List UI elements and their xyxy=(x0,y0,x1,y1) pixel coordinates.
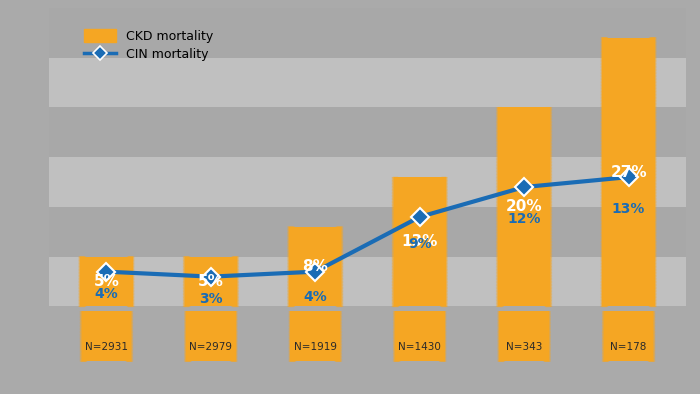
Text: 13%: 13% xyxy=(402,234,438,249)
FancyBboxPatch shape xyxy=(498,108,550,307)
Text: N=178: N=178 xyxy=(610,342,647,352)
FancyBboxPatch shape xyxy=(290,312,340,361)
Bar xyxy=(49,108,686,157)
Text: 4%: 4% xyxy=(303,290,327,303)
Text: N=1919: N=1919 xyxy=(294,342,337,352)
Bar xyxy=(49,257,686,307)
Text: N=2979: N=2979 xyxy=(190,342,232,352)
Text: N=1430: N=1430 xyxy=(398,342,441,352)
Bar xyxy=(49,207,686,257)
FancyBboxPatch shape xyxy=(603,38,655,307)
FancyBboxPatch shape xyxy=(82,312,131,361)
Text: 20%: 20% xyxy=(506,199,542,214)
Text: N=343: N=343 xyxy=(506,342,542,352)
Text: 27%: 27% xyxy=(610,165,647,180)
Text: 13%: 13% xyxy=(612,202,645,216)
FancyBboxPatch shape xyxy=(186,312,236,361)
Bar xyxy=(49,58,686,108)
Text: 5%: 5% xyxy=(198,274,224,289)
Text: 5%: 5% xyxy=(94,274,120,289)
FancyBboxPatch shape xyxy=(289,227,342,307)
Text: N=2931: N=2931 xyxy=(85,342,128,352)
Text: 8%: 8% xyxy=(302,259,328,274)
Text: 3%: 3% xyxy=(199,292,223,306)
FancyBboxPatch shape xyxy=(80,257,132,307)
Legend: CKD mortality, CIN mortality: CKD mortality, CIN mortality xyxy=(80,26,217,65)
Bar xyxy=(49,157,686,207)
Bar xyxy=(49,8,686,58)
Text: 4%: 4% xyxy=(94,286,118,301)
Text: 12%: 12% xyxy=(508,212,541,226)
FancyBboxPatch shape xyxy=(393,177,446,307)
FancyBboxPatch shape xyxy=(395,312,444,361)
FancyBboxPatch shape xyxy=(604,312,653,361)
FancyBboxPatch shape xyxy=(185,257,237,307)
Text: 9%: 9% xyxy=(408,237,431,251)
FancyBboxPatch shape xyxy=(499,312,549,361)
